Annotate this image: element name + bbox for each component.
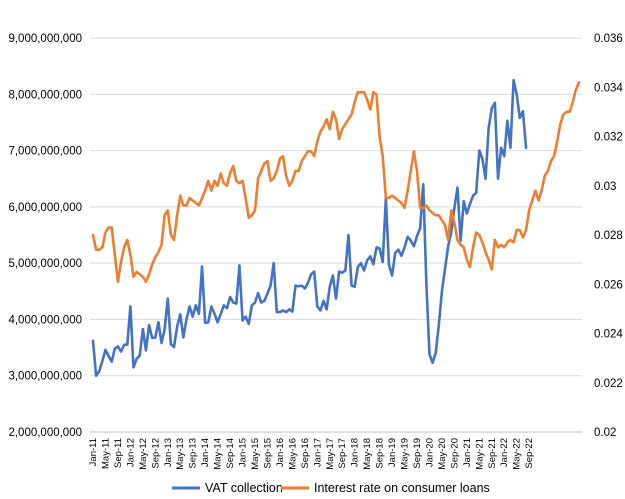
x-axis-tick-label: May-18 <box>362 438 373 470</box>
right-axis-tick-label: 0.032 <box>594 132 623 144</box>
x-axis-tick-label: Jan-16 <box>275 438 286 467</box>
x-axis-tick-labels: Jan-11 May-11 Sep-11 Jan-12 May-12 Sep-12 Jan-… <box>88 438 535 470</box>
x-axis-tick-label: May-20 <box>437 438 448 470</box>
x-axis-tick-label: May-17 <box>325 438 336 470</box>
x-axis-tick-label: Jan-22 <box>499 438 510 467</box>
x-axis-tick-label: Jan-13 <box>163 438 174 467</box>
x-axis-tick-label: Sep-17 <box>337 438 348 469</box>
x-axis-tick-label: Jan-15 <box>238 438 249 467</box>
x-axis-tick-label: May-22 <box>512 438 523 470</box>
right-axis-tick-label: 0.034 <box>594 82 623 94</box>
x-axis-tick-label: Sep-20 <box>449 438 460 469</box>
x-axis-tick-label: Sep-15 <box>262 438 273 469</box>
series-line-interest-rate-on-consumer-loans <box>91 81 581 284</box>
x-axis-tick-label: Sep-16 <box>300 438 311 469</box>
left-axis-tick-label: 6,000,000,000 <box>8 202 82 214</box>
x-axis-tick-label: May-12 <box>138 438 149 470</box>
x-axis-tick-label: Sep-22 <box>524 438 535 469</box>
right-axis-tick-label: 0.022 <box>594 378 623 390</box>
x-axis-tick-label: Jan-20 <box>424 438 435 467</box>
x-axis-tick-label: Jan-19 <box>387 438 398 467</box>
x-axis-tick-label: Sep-19 <box>412 438 423 469</box>
gridlines <box>90 37 582 377</box>
x-axis-tick-label: May-16 <box>287 438 298 470</box>
x-axis-tick-label: May-14 <box>213 438 224 470</box>
x-axis-tick-label: May-15 <box>250 438 261 470</box>
x-axis-tick-label: Jan-11 <box>88 438 99 466</box>
x-axis-tick-label: Sep-14 <box>225 438 236 469</box>
legend: VAT collection Interest rate on consumer… <box>172 481 490 495</box>
left-axis-tick-label: 3,000,000,000 <box>8 371 82 383</box>
right-axis-tick-label: 0.028 <box>594 230 623 242</box>
x-axis-tick-label: May-11 <box>100 438 111 469</box>
left-axis-tick-label: 4,000,000,000 <box>8 314 82 326</box>
right-axis-tick-label: 0.03 <box>594 181 616 193</box>
x-axis-tick-label: Sep-18 <box>375 438 386 469</box>
x-axis-tick-label: Jan-17 <box>312 438 323 467</box>
left-axis-tick-label: 7,000,000,000 <box>8 146 82 158</box>
left-axis-tick-label: 2,000,000,000 <box>8 427 82 439</box>
x-axis-tick-label: Jan-14 <box>200 438 211 467</box>
right-axis-tick-label: 0.024 <box>594 329 623 341</box>
x-axis-tick-label: Jan-12 <box>125 438 136 467</box>
x-axis-tick-label: Jan-18 <box>350 438 361 467</box>
right-axis-tick-labels: 0.02 0.022 0.024 0.026 0.028 0.03 0.032 0.034 0.… <box>594 33 623 439</box>
x-axis-tick-label: Sep-11 <box>113 438 124 468</box>
series-line-vat-collection <box>91 78 528 378</box>
x-axis-tick-label: May-13 <box>175 438 186 470</box>
right-axis-tick-label: 0.036 <box>594 33 623 45</box>
right-axis-tick-label: 0.026 <box>594 279 623 291</box>
x-axis-tick-label: May-19 <box>400 438 411 470</box>
legend-label-interest-rate: Interest rate on consumer loans <box>314 481 490 495</box>
left-axis-tick-labels: 2,000,000,000 3,000,000,000 4,000,000,000 5… <box>8 33 82 439</box>
right-axis-tick-label: 0.02 <box>594 427 616 439</box>
x-axis-tick-label: Jan-21 <box>462 438 473 467</box>
left-axis-tick-label: 8,000,000,000 <box>8 89 82 101</box>
x-axis-tick-label: Sep-12 <box>150 438 161 469</box>
legend-label-vat-collection: VAT collection <box>205 481 283 495</box>
left-axis-tick-label: 9,000,000,000 <box>8 33 82 45</box>
left-axis-tick-label: 5,000,000,000 <box>8 258 82 270</box>
x-axis-tick-label: Sep-21 <box>487 438 498 469</box>
x-axis-tick-label: May-21 <box>474 438 485 470</box>
x-axis-tick-label: Sep-13 <box>188 438 199 469</box>
series-lines <box>91 78 581 378</box>
